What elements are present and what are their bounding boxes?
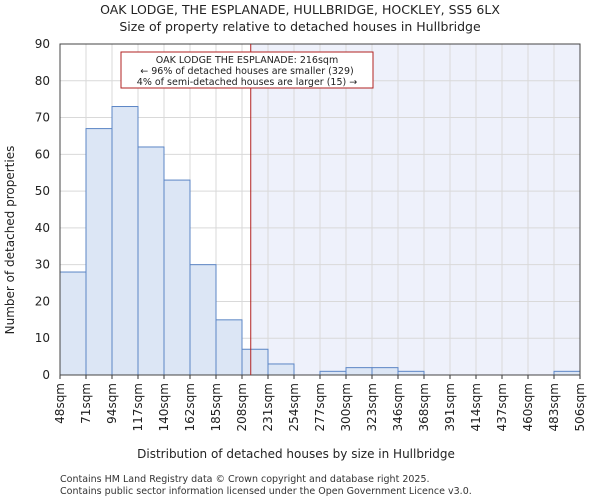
x-tick-label: 323sqm [365, 383, 379, 431]
histogram-bar [553, 370, 581, 376]
y-tick-label: 10 [35, 331, 50, 345]
annotation-line: ← 96% of detached houses are smaller (32… [140, 66, 353, 77]
x-tick-label: 140sqm [157, 383, 171, 431]
histogram-bar [345, 367, 373, 376]
x-axis-label: Distribution of detached houses by size … [137, 447, 455, 461]
x-tick-label: 414sqm [469, 383, 483, 431]
chart-subtitle: Size of property relative to detached ho… [119, 19, 481, 34]
histogram-bar [189, 264, 217, 376]
y-tick-label: 40 [35, 221, 50, 235]
annotation-line: OAK LODGE THE ESPLANADE: 216sqm [156, 55, 338, 66]
footer-line-2: Contains public sector information licen… [60, 486, 472, 497]
x-tick-label: 117sqm [131, 383, 145, 431]
y-axis-label: Number of detached properties [3, 146, 17, 335]
y-tick-label: 80 [35, 74, 50, 88]
footer-line-1: Contains HM Land Registry data © Crown c… [60, 474, 430, 485]
annotation-box [120, 51, 374, 89]
histogram-bar [371, 367, 399, 376]
histogram-bar [59, 271, 87, 376]
annotation-line: 4% of semi-detached houses are larger (1… [137, 77, 357, 88]
x-tick-label: 368sqm [417, 383, 431, 431]
x-tick-label: 48sqm [53, 383, 67, 424]
y-tick-label: 50 [35, 184, 50, 198]
y-tick-label: 30 [35, 258, 50, 272]
plot-frame [59, 43, 581, 376]
x-tick-label: 231sqm [261, 383, 275, 431]
larger-region-shade [250, 44, 580, 375]
x-tick-label: 506sqm [573, 383, 587, 431]
histogram-bar [137, 146, 165, 376]
x-tick-label: 300sqm [339, 383, 353, 431]
x-tick-label: 277sqm [313, 383, 327, 431]
x-tick-label: 483sqm [547, 383, 561, 431]
x-tick-label: 71sqm [79, 383, 93, 424]
x-tick-label: 254sqm [287, 383, 301, 431]
histogram-bar [397, 370, 425, 376]
chart-title: OAK LODGE, THE ESPLANADE, HULLBRIDGE, HO… [100, 2, 500, 17]
y-tick-label: 70 [35, 111, 50, 125]
histogram-bar [85, 128, 113, 376]
x-tick-label: 208sqm [235, 383, 249, 431]
x-tick-label: 437sqm [495, 383, 509, 431]
x-tick-label: 162sqm [183, 383, 197, 431]
x-tick-label: 391sqm [443, 383, 457, 431]
x-tick-label: 94sqm [105, 383, 119, 424]
histogram-bar [319, 370, 347, 376]
histogram-bar [163, 179, 191, 376]
x-tick-label: 346sqm [391, 383, 405, 431]
y-tick-label: 60 [35, 147, 50, 161]
histogram-bar [111, 106, 139, 376]
histogram-bar [215, 319, 243, 376]
x-tick-label: 460sqm [521, 383, 535, 431]
x-tick-label: 185sqm [209, 383, 223, 431]
histogram-bar [267, 363, 295, 376]
y-tick-label: 90 [35, 37, 50, 51]
y-tick-label: 0 [42, 368, 50, 382]
histogram-bar [241, 348, 269, 376]
y-tick-label: 20 [35, 294, 50, 308]
